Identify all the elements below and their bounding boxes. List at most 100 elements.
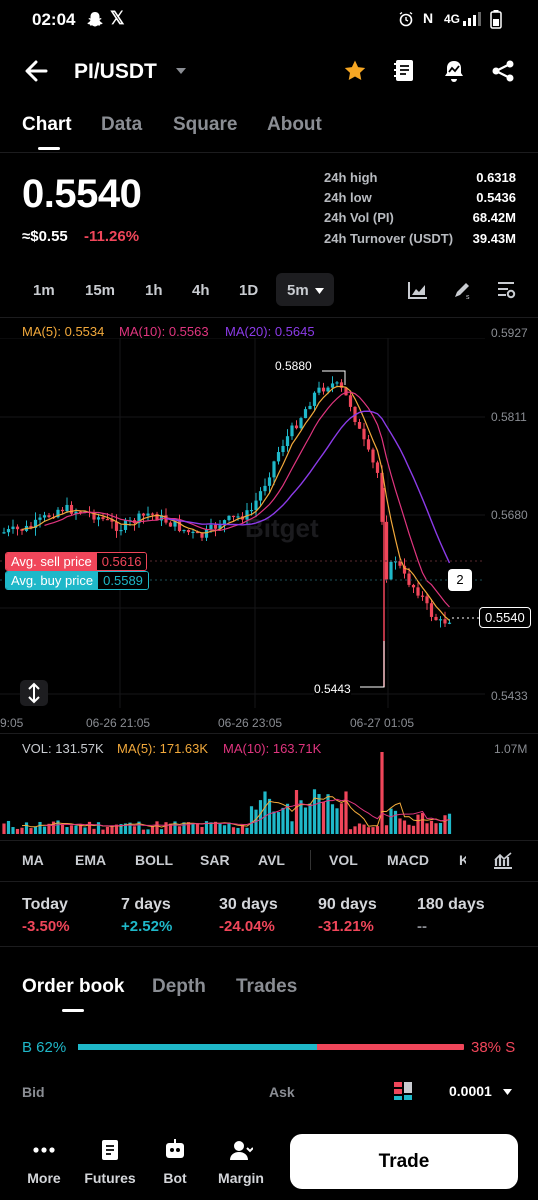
chart-settings-icon[interactable] [496, 280, 516, 300]
caret-down-icon[interactable] [175, 67, 187, 75]
candle-body [285, 436, 290, 447]
candle-body [92, 512, 96, 520]
stat-24h-low-label: 24h low [324, 190, 372, 205]
bot-icon[interactable] [140, 1138, 210, 1167]
volume-ma10-legend: MA(10): 163.71K [223, 741, 322, 756]
expand-chart-button[interactable] [20, 680, 48, 706]
star-icon[interactable] [343, 59, 367, 83]
volume-bar [407, 824, 411, 834]
avg-sell-tag[interactable]: Avg. sell price 0.5616 [5, 552, 148, 571]
orderbook-layout-icon[interactable] [393, 1081, 413, 1101]
candle-body [137, 513, 141, 524]
volume-bar [150, 825, 155, 834]
ma20-line [165, 410, 451, 564]
volume-bar [438, 823, 443, 834]
nav-futures[interactable]: Futures [84, 1170, 136, 1186]
indicator-ma[interactable]: MA [22, 852, 44, 868]
timeframe-15m[interactable]: 15m [85, 282, 116, 299]
more-icon[interactable] [9, 1138, 79, 1167]
indicator-ema[interactable]: EMA [75, 852, 107, 868]
precision-caret-icon[interactable] [503, 1089, 512, 1095]
margin-icon[interactable] [206, 1138, 276, 1167]
x-tick-label: 06-27 01:05 [350, 716, 415, 730]
candle-body [191, 531, 195, 534]
tab-about[interactable]: About [267, 114, 322, 135]
indicator-macd[interactable]: MACD [387, 852, 429, 868]
perf-90d-label: 90 days [318, 896, 377, 913]
status-time: 02:04 [32, 10, 76, 29]
candle-body [393, 561, 398, 563]
volume-bar [366, 827, 371, 834]
volume-bar [398, 818, 402, 834]
volume-bar [137, 821, 141, 834]
indicator-avl[interactable]: AVL [258, 852, 285, 868]
candlestick-chart[interactable]: Bitget [0, 338, 538, 708]
volume-bar [447, 813, 452, 834]
volume-bar [348, 829, 353, 834]
timeframe-5m[interactable]: 5m [287, 282, 309, 299]
timeframe-4h[interactable]: 4h [192, 282, 210, 299]
nav-more[interactable]: More [27, 1170, 61, 1186]
share-icon[interactable] [491, 59, 515, 83]
price-alert-icon[interactable] [442, 59, 466, 83]
tab-data[interactable]: Data [101, 114, 143, 135]
y-tick-label: 0.5811 [491, 410, 527, 424]
volume-bar [24, 822, 29, 834]
tab-depth[interactable]: Depth [152, 976, 206, 997]
volume-bar [236, 827, 240, 834]
timeframe-1d[interactable]: 1D [239, 282, 259, 299]
precision-select[interactable]: 0.0001 [449, 1083, 492, 1099]
chart-type-icon[interactable] [408, 281, 428, 299]
candle-body [236, 516, 240, 518]
indicator-vol[interactable]: VOL [329, 852, 358, 868]
pair-title[interactable]: PI/USDT [74, 60, 157, 83]
candle-body [218, 525, 222, 529]
volume-chart [2, 752, 452, 834]
stat-24h-high-value: 0.6318 [476, 170, 516, 185]
tab-order-book[interactable]: Order book [22, 976, 125, 997]
back-arrow-icon[interactable] [24, 60, 48, 82]
notes-icon[interactable] [393, 59, 415, 83]
candle-body [321, 387, 326, 392]
candle-body [375, 462, 380, 473]
volume-bar [258, 800, 263, 834]
volume-bar [200, 826, 204, 834]
stat-24h-low-value: 0.5436 [476, 190, 516, 205]
volume-bar [231, 827, 236, 834]
draw-tool-icon[interactable]: s [452, 280, 472, 300]
avg-buy-tag[interactable]: Avg. buy price 0.5589 [5, 571, 149, 590]
stat-24h-turnover-label: 24h Turnover (USDT) [324, 231, 454, 246]
volume-bar [218, 823, 222, 834]
timeframe-1h[interactable]: 1h [145, 282, 163, 299]
candle-body [159, 515, 164, 521]
volume-bar [290, 821, 294, 834]
candle-body [15, 526, 20, 530]
timeframe-caret-icon[interactable] [315, 288, 324, 294]
timeframe-active-bg [276, 273, 334, 306]
nav-margin[interactable]: Margin [218, 1170, 264, 1186]
indicator-sar[interactable]: SAR [200, 852, 230, 868]
indicator-settings-icon[interactable] [493, 851, 513, 869]
timeframe-1m[interactable]: 1m [33, 282, 55, 299]
volume-bar [155, 821, 159, 834]
trade-button[interactable]: Trade [290, 1134, 518, 1189]
ma5-legend: MA(5): 0.5534 [22, 324, 105, 339]
nav-bot[interactable]: Bot [163, 1170, 187, 1186]
futures-icon[interactable] [75, 1138, 145, 1167]
high-marker-label: 0.5880 [275, 359, 312, 373]
tab-trades[interactable]: Trades [236, 976, 298, 997]
volume-bar [249, 806, 254, 834]
candle-body [389, 561, 393, 580]
candle-body [330, 383, 335, 388]
volume-bar [105, 826, 110, 834]
volume-ma10-line [44, 798, 450, 827]
ma10-legend: MA(10): 0.5563 [119, 324, 209, 339]
volume-bar [443, 815, 447, 834]
avg-buy-value: 0.5589 [98, 572, 148, 589]
indicator-boll[interactable]: BOLL [135, 852, 174, 868]
tab-chart[interactable]: Chart [22, 114, 72, 135]
tab-square[interactable]: Square [173, 114, 238, 135]
candle-body [344, 387, 348, 396]
indicator-kdj[interactable]: K [459, 852, 466, 868]
order-count-badge[interactable]: 2 [448, 569, 472, 591]
